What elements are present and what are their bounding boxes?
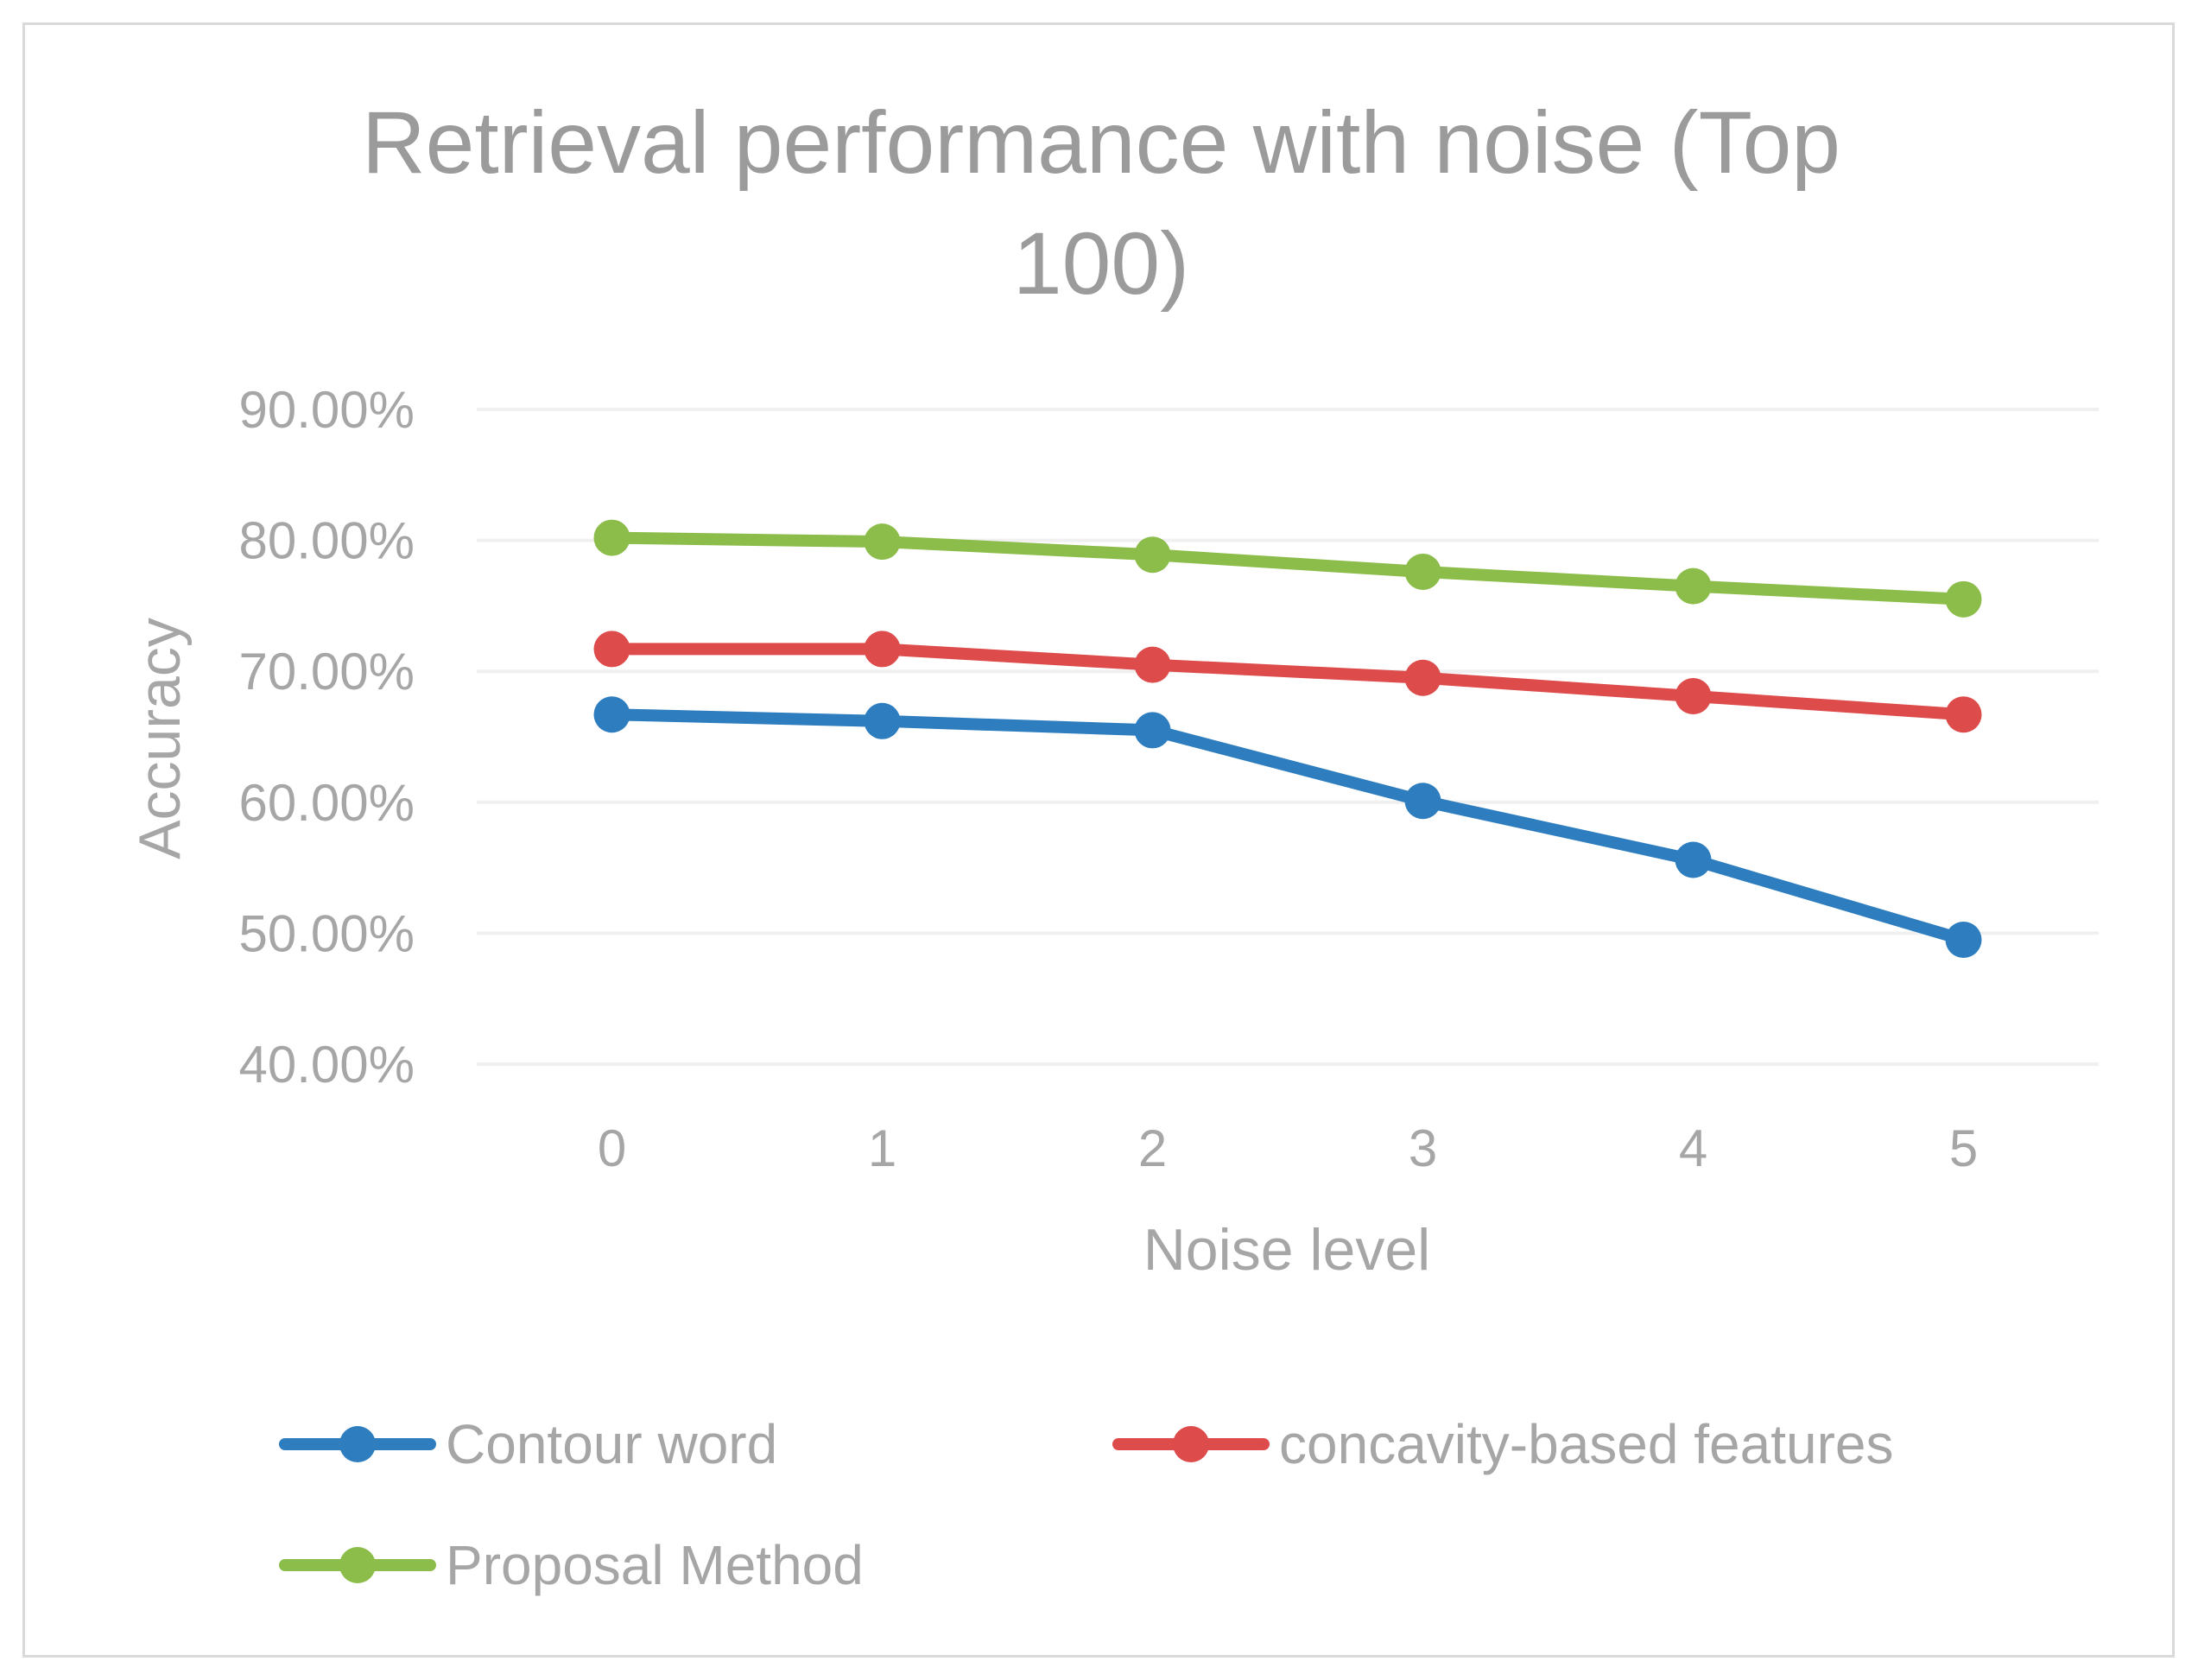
data-point	[593, 631, 630, 668]
data-point	[864, 631, 901, 668]
data-point	[1675, 841, 1712, 878]
data-point	[1134, 646, 1171, 683]
y-tick-label: 70.00%	[239, 643, 415, 701]
data-point	[593, 696, 630, 733]
data-point	[1945, 921, 1982, 958]
legend-swatch-marker	[1173, 1426, 1209, 1462]
series-proposal-method	[593, 519, 1982, 618]
y-axis-label: Accuracy	[127, 618, 193, 859]
y-tick-label: 50.00%	[239, 904, 415, 962]
data-point	[864, 702, 901, 739]
data-point	[1404, 783, 1441, 820]
legend-label: Proposal Method	[446, 1534, 864, 1596]
legend-label: Contour word	[446, 1413, 777, 1475]
series-concavity-based-features	[593, 631, 1982, 733]
legend-item[interactable]: Proposal Method	[279, 1534, 864, 1596]
data-point	[1134, 536, 1171, 574]
series-line	[605, 531, 1970, 605]
chart-title-line-1: Retrieval performance with noise (Top	[362, 93, 1840, 192]
series-line	[605, 643, 1970, 721]
legend[interactable]: Contour word concavity-based features Prop…	[279, 1413, 1894, 1596]
legend-swatch-marker	[339, 1426, 376, 1462]
legend-label: concavity-based features	[1279, 1413, 1894, 1475]
data-point	[1675, 567, 1712, 605]
x-tick-label: 0	[598, 1119, 626, 1177]
gridlines	[477, 408, 2099, 1066]
legend-item[interactable]: concavity-based features	[1112, 1413, 1894, 1475]
data-point	[593, 519, 630, 556]
chart-title-line-2: 100)	[1013, 214, 1189, 313]
data-point	[1945, 580, 1982, 618]
y-tick-label: 40.00%	[239, 1036, 415, 1094]
data-point	[1675, 678, 1712, 715]
x-axis-label: Noise level	[1143, 1217, 1431, 1283]
series-contour-word	[593, 696, 1982, 958]
y-tick-label: 90.00%	[239, 381, 415, 439]
y-axis-ticks: 40.00% 50.00% 60.00% 70.00% 80.00% 90.00%	[239, 381, 415, 1094]
x-axis-ticks: 0 1 2 3 4 5	[598, 1119, 1978, 1177]
data-point	[1404, 659, 1441, 696]
x-tick-label: 2	[1138, 1119, 1167, 1177]
data-point	[864, 523, 901, 561]
legend-item[interactable]: Contour word	[279, 1413, 777, 1475]
data-point	[1134, 712, 1171, 749]
x-tick-label: 1	[868, 1119, 896, 1177]
chart-frame	[22, 22, 2175, 1658]
x-tick-label: 4	[1679, 1119, 1707, 1177]
data-point	[1404, 553, 1441, 590]
x-tick-label: 5	[1949, 1119, 1978, 1177]
y-tick-label: 80.00%	[239, 512, 415, 570]
data-point	[1945, 696, 1982, 733]
series-lines	[593, 519, 1982, 958]
legend-swatch-marker	[339, 1547, 376, 1583]
series-line	[605, 708, 1970, 946]
x-tick-label: 3	[1409, 1119, 1437, 1177]
y-tick-label: 60.00%	[239, 774, 415, 832]
